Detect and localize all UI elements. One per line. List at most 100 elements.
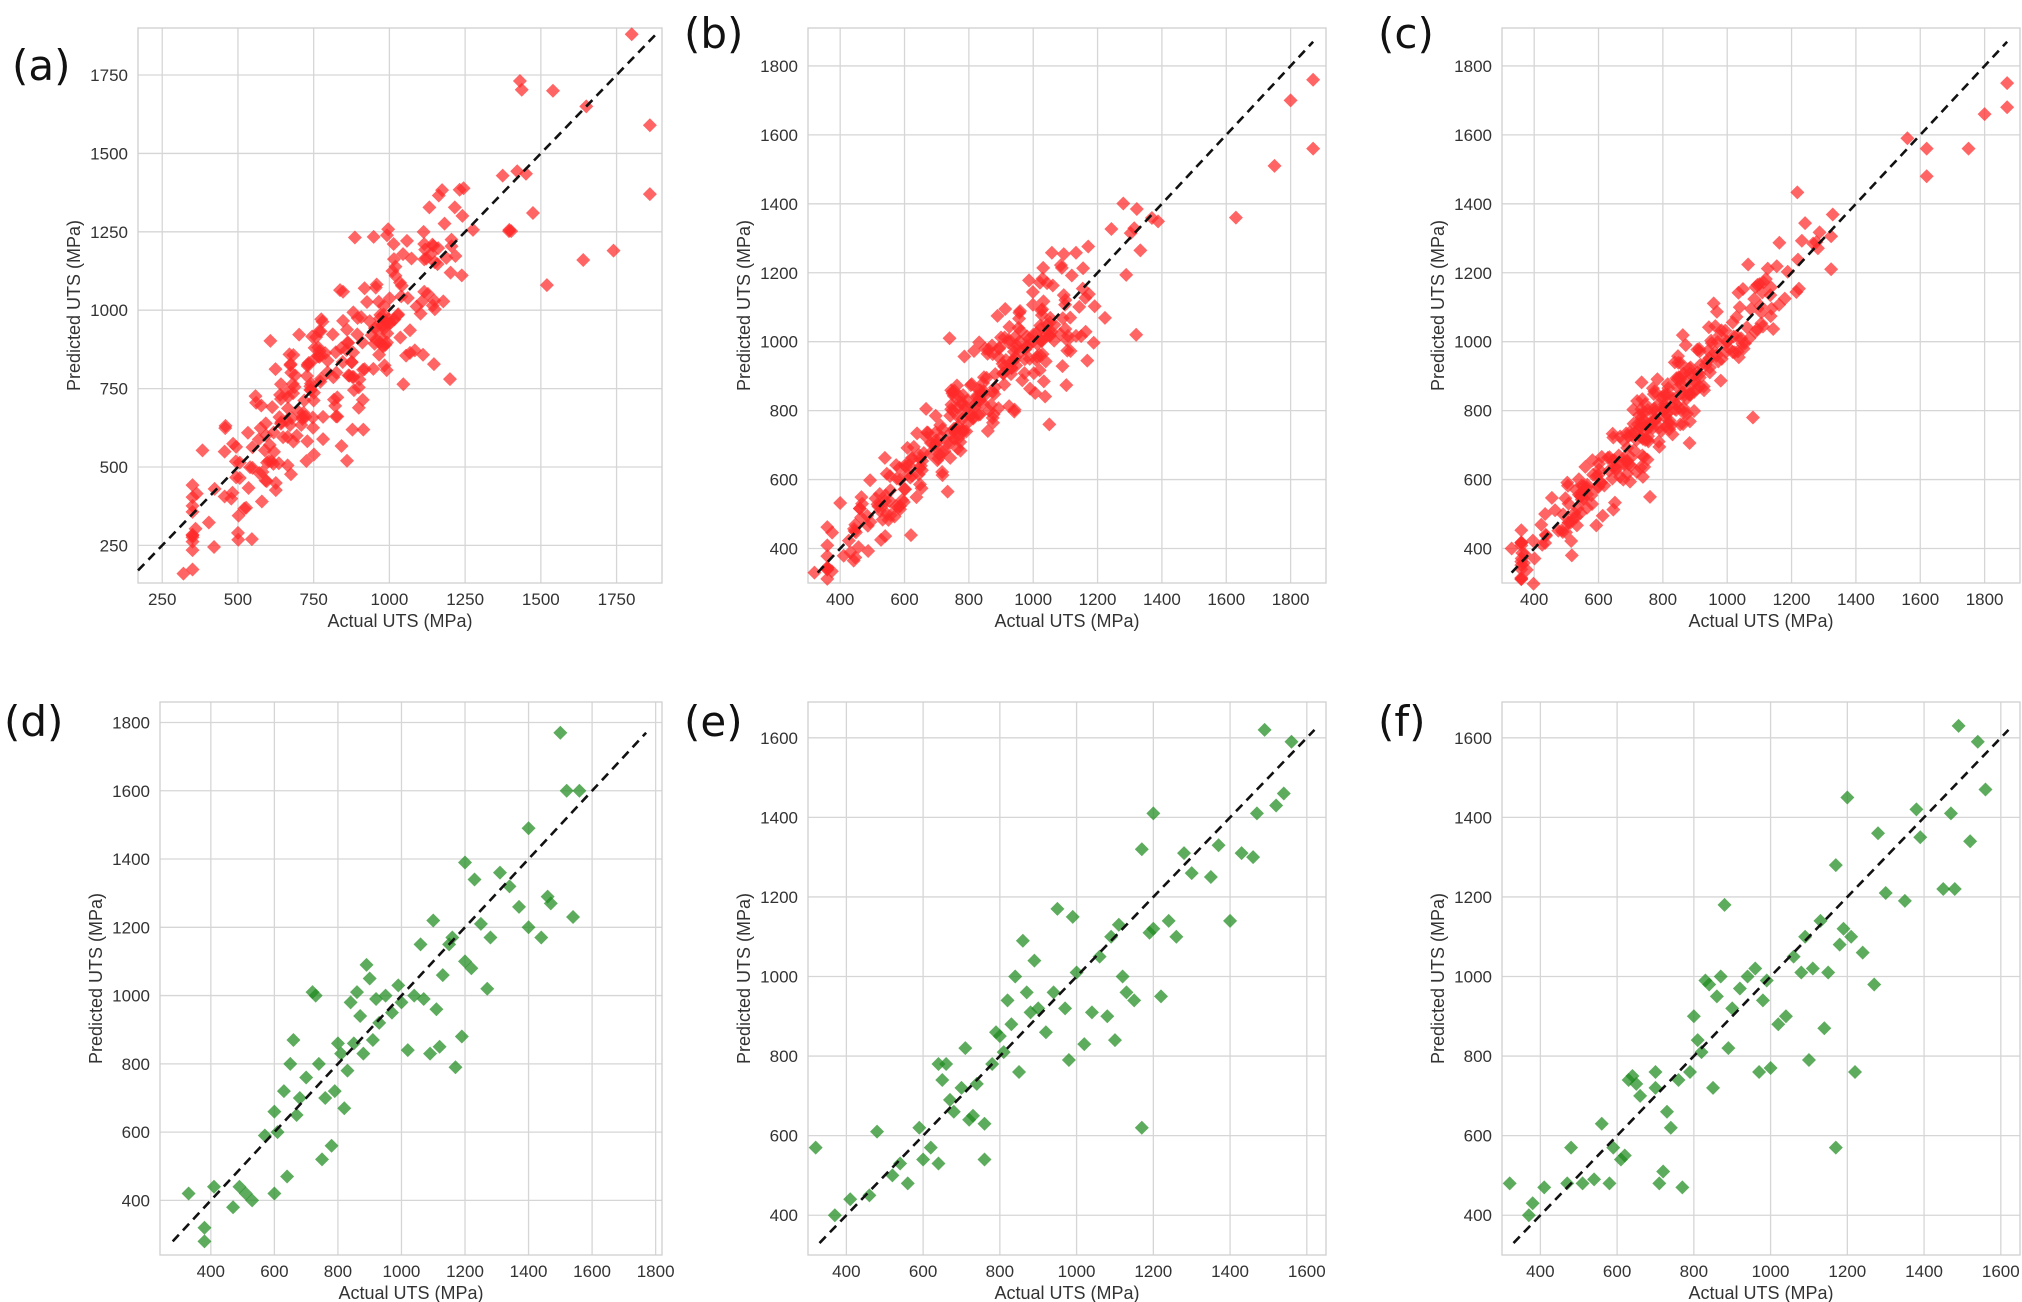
data-point xyxy=(334,1046,349,1061)
y-axis-label: Predicted UTS (MPa) xyxy=(734,220,754,391)
x-tick-label: 1200 xyxy=(1134,1262,1172,1281)
data-points xyxy=(181,725,587,1249)
data-point xyxy=(306,420,321,435)
x-tick-label: 1600 xyxy=(1207,590,1245,609)
data-point xyxy=(258,416,273,431)
data-point xyxy=(1044,245,1059,260)
reference-line xyxy=(171,731,648,1243)
data-point xyxy=(1607,495,1622,510)
x-tick-label: 1800 xyxy=(1966,590,2004,609)
data-point xyxy=(1036,374,1051,389)
data-point xyxy=(1234,846,1249,861)
data-point xyxy=(366,229,381,244)
chart-panel-d: 400 600 800 1000 1200 1400 1600 1800 400 600 800 10… xyxy=(4,697,675,1302)
data-point xyxy=(1675,328,1690,343)
data-point xyxy=(893,1156,908,1171)
data-point xyxy=(1623,474,1638,489)
data-point xyxy=(1963,834,1978,849)
data-point xyxy=(285,376,300,391)
data-point xyxy=(1027,953,1042,968)
data-point xyxy=(1548,503,1563,518)
data-point xyxy=(862,1188,877,1203)
x-tick-label: 1200 xyxy=(1079,590,1117,609)
data-point xyxy=(1133,243,1148,258)
data-point xyxy=(912,1120,927,1135)
x-axis-label: Actual UTS (MPa) xyxy=(338,1283,483,1302)
x-axis-label: Actual UTS (MPa) xyxy=(994,611,1139,631)
x-tick-label: 800 xyxy=(986,1262,1014,1281)
data-points xyxy=(176,27,657,581)
data-point xyxy=(427,293,442,308)
data-point xyxy=(185,543,200,558)
data-point xyxy=(483,930,498,945)
data-point xyxy=(942,331,957,346)
data-point xyxy=(1514,536,1529,551)
x-tick-label: 1000 xyxy=(1058,1262,1096,1281)
data-point xyxy=(231,508,246,523)
data-point xyxy=(1813,913,1828,928)
data-point xyxy=(1154,989,1169,1004)
data-point xyxy=(336,313,351,328)
data-point xyxy=(447,200,462,215)
plot-frame xyxy=(1501,701,2021,1256)
data-point xyxy=(1045,278,1060,293)
data-point xyxy=(1015,373,1030,388)
data-point xyxy=(955,395,970,410)
y-tick-label: 800 xyxy=(122,1055,150,1074)
data-point xyxy=(1038,389,1053,404)
data-point xyxy=(1867,977,1882,992)
data-point xyxy=(1000,993,1015,1008)
data-point xyxy=(1564,548,1579,563)
y-tick-label: 1400 xyxy=(760,195,798,214)
data-point xyxy=(339,453,354,468)
data-point xyxy=(273,387,288,402)
chart-panel-c: 400 600 800 1000 1200 1400 1600 1800 400 600 800 10… xyxy=(1378,9,2021,631)
data-point xyxy=(1742,331,1757,346)
data-point xyxy=(893,502,908,517)
data-point xyxy=(820,520,835,535)
data-point xyxy=(1129,201,1144,216)
data-point xyxy=(1104,929,1119,944)
data-point xyxy=(1080,353,1095,368)
data-point xyxy=(423,1046,438,1061)
y-tick-label: 1200 xyxy=(760,264,798,283)
data-point xyxy=(1050,901,1065,916)
data-point xyxy=(241,480,256,495)
data-point xyxy=(1069,245,1084,260)
data-point xyxy=(885,1168,900,1183)
data-point xyxy=(413,937,428,952)
data-point xyxy=(336,284,351,299)
data-point xyxy=(1640,452,1655,467)
data-point xyxy=(1036,294,1051,309)
data-point xyxy=(1595,508,1610,523)
data-point xyxy=(324,1138,339,1153)
chart-panel-b: 400 600 800 1000 1200 1400 1600 1800 400 600 800 10… xyxy=(684,9,1327,631)
data-point xyxy=(543,896,558,911)
y-tick-label: 600 xyxy=(1464,471,1492,490)
data-point xyxy=(259,428,274,443)
y-tick-label: 1400 xyxy=(112,850,150,869)
data-point xyxy=(283,357,298,372)
y-tick-label: 1800 xyxy=(112,713,150,732)
data-point xyxy=(1717,897,1732,912)
data-point xyxy=(1763,1061,1778,1076)
x-tick-label: 600 xyxy=(909,1262,937,1281)
data-point xyxy=(416,347,431,362)
data-point xyxy=(1053,327,1068,342)
data-point xyxy=(356,362,371,377)
data-point xyxy=(1072,299,1087,314)
reference-line xyxy=(137,33,657,572)
y-tick-label: 1600 xyxy=(1454,126,1492,145)
data-point xyxy=(1805,961,1820,976)
data-point xyxy=(378,988,393,1003)
data-point xyxy=(872,487,887,502)
data-point xyxy=(346,1036,361,1051)
data-point xyxy=(1791,281,1806,296)
data-point xyxy=(402,323,417,338)
data-point xyxy=(969,1076,984,1091)
data-point xyxy=(1764,301,1779,316)
data-point xyxy=(1752,1064,1767,1079)
data-point xyxy=(366,361,381,376)
x-tick-label: 750 xyxy=(299,590,327,609)
data-point xyxy=(312,324,327,339)
